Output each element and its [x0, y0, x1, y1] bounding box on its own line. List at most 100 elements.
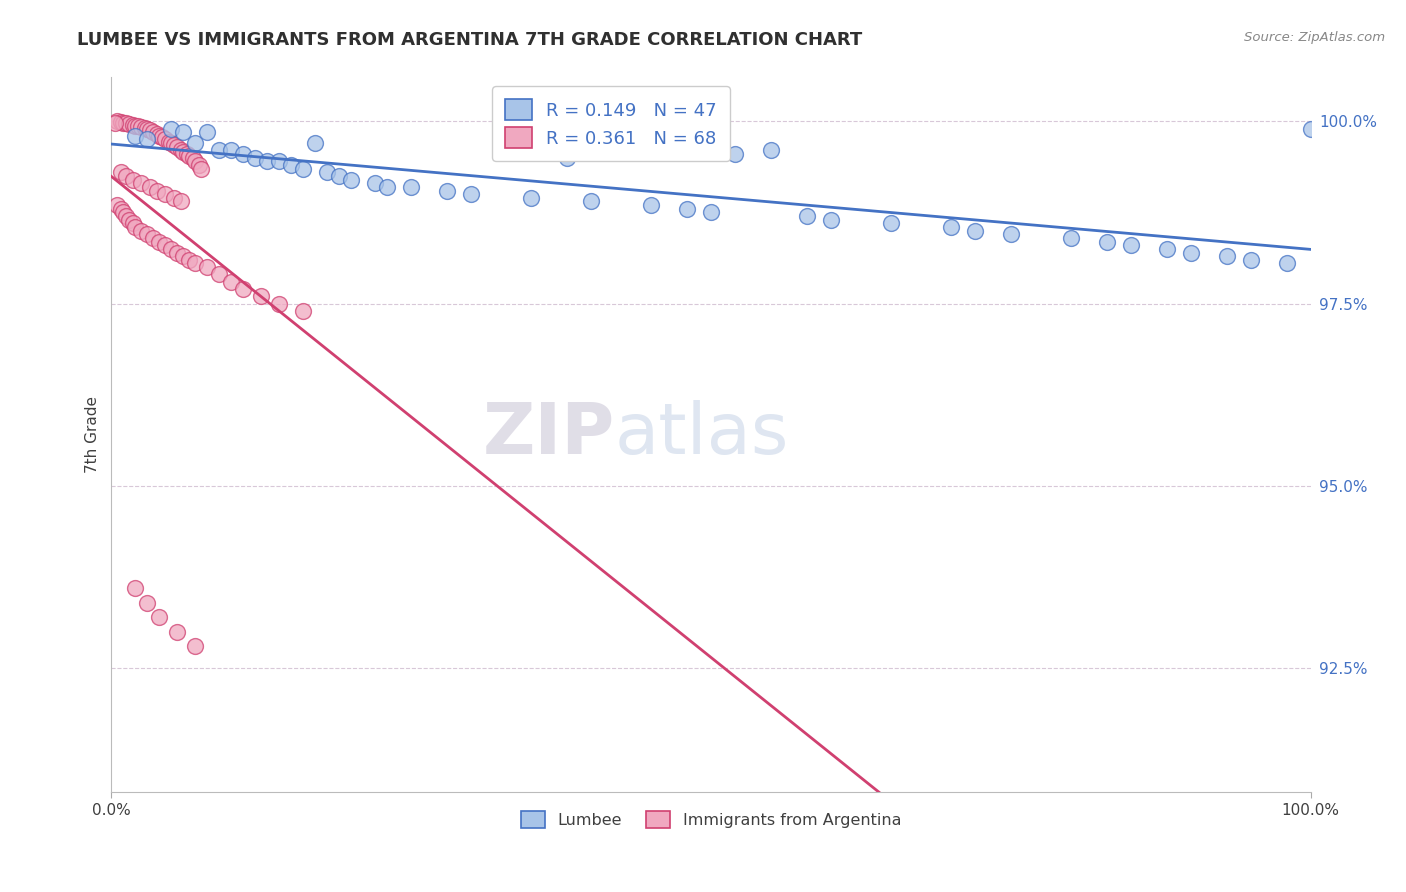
Point — [1180, 245, 1202, 260]
Point — [122, 216, 145, 230]
Point — [172, 249, 194, 263]
Text: Source: ZipAtlas.com: Source: ZipAtlas.com — [1244, 31, 1385, 45]
Point — [110, 165, 132, 179]
Point — [269, 154, 291, 169]
Point — [160, 136, 183, 150]
Point — [122, 118, 145, 132]
Point — [179, 149, 201, 163]
Point — [208, 268, 231, 282]
Point — [131, 224, 153, 238]
Point — [136, 132, 159, 146]
Point — [195, 260, 218, 274]
Point — [155, 238, 177, 252]
Point — [340, 172, 363, 186]
Point — [112, 205, 135, 219]
Point — [107, 198, 129, 212]
Point — [122, 172, 145, 186]
Point — [148, 128, 170, 143]
Point — [176, 147, 198, 161]
Point — [328, 169, 350, 183]
Point — [939, 219, 962, 234]
Point — [232, 147, 254, 161]
Text: atlas: atlas — [614, 401, 789, 469]
Point — [221, 275, 243, 289]
Point — [579, 194, 602, 209]
Point — [118, 212, 141, 227]
Point — [114, 209, 136, 223]
Point — [127, 120, 149, 134]
Point — [160, 242, 183, 256]
Point — [245, 151, 267, 165]
Point — [114, 169, 136, 183]
Point — [136, 227, 159, 242]
Point — [316, 165, 339, 179]
Point — [221, 144, 243, 158]
Point — [181, 151, 204, 165]
Point — [136, 121, 159, 136]
Point — [166, 624, 188, 639]
Point — [112, 116, 135, 130]
Point — [1299, 121, 1322, 136]
Point — [1156, 242, 1178, 256]
Point — [292, 304, 315, 318]
Point — [232, 282, 254, 296]
Point — [796, 209, 818, 223]
Point — [184, 640, 207, 654]
Point — [163, 191, 186, 205]
Point — [676, 202, 699, 216]
Legend: Lumbee, Immigrants from Argentina: Lumbee, Immigrants from Argentina — [515, 805, 908, 834]
Point — [364, 176, 387, 190]
Point — [124, 581, 146, 595]
Point — [759, 144, 782, 158]
Text: LUMBEE VS IMMIGRANTS FROM ARGENTINA 7TH GRADE CORRELATION CHART: LUMBEE VS IMMIGRANTS FROM ARGENTINA 7TH … — [77, 31, 862, 49]
Point — [163, 137, 186, 152]
Point — [1095, 235, 1118, 249]
Point — [555, 151, 578, 165]
Point — [146, 184, 169, 198]
Point — [170, 194, 193, 209]
Point — [134, 120, 156, 135]
Point — [114, 116, 136, 130]
Point — [146, 128, 169, 142]
Point — [136, 596, 159, 610]
Point — [166, 140, 188, 154]
Point — [184, 154, 207, 169]
Point — [124, 219, 146, 234]
Point — [110, 202, 132, 216]
Point — [118, 117, 141, 131]
Point — [142, 125, 165, 139]
Point — [496, 144, 519, 158]
Point — [1000, 227, 1022, 242]
Point — [963, 224, 986, 238]
Y-axis label: 7th Grade: 7th Grade — [86, 396, 100, 474]
Point — [1119, 238, 1142, 252]
Point — [172, 125, 194, 139]
Point — [190, 161, 212, 176]
Point — [170, 144, 193, 158]
Point — [399, 179, 422, 194]
Text: ZIP: ZIP — [482, 401, 614, 469]
Point — [375, 179, 398, 194]
Point — [148, 610, 170, 624]
Point — [124, 128, 146, 143]
Point — [188, 158, 211, 172]
Point — [148, 235, 170, 249]
Point — [166, 245, 188, 260]
Point — [160, 121, 183, 136]
Point — [139, 123, 162, 137]
Point — [880, 216, 903, 230]
Point — [520, 191, 543, 205]
Point — [280, 158, 302, 172]
Point — [157, 135, 180, 149]
Point — [179, 252, 201, 267]
Point — [131, 176, 153, 190]
Point — [150, 130, 173, 145]
Point — [195, 125, 218, 139]
Point — [107, 114, 129, 128]
Point — [155, 187, 177, 202]
Point — [250, 289, 273, 303]
Point — [460, 187, 482, 202]
Point — [131, 120, 153, 134]
Point — [208, 144, 231, 158]
Point — [700, 205, 723, 219]
